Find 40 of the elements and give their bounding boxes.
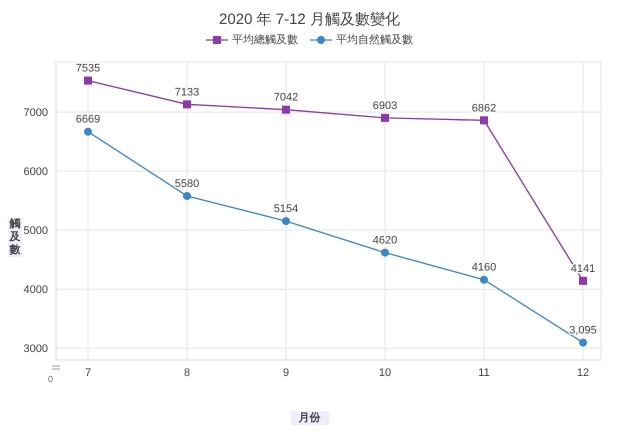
y-tick-label: 7000 — [24, 107, 48, 120]
legend-label: 平均總觸及數 — [231, 33, 298, 47]
data-label: 3,095 — [569, 324, 597, 337]
data-label: 7042 — [274, 92, 298, 104]
y-tick-label: 4000 — [24, 284, 48, 296]
y-tick-label: 5000 — [24, 225, 48, 238]
x-tick-label: 11 — [478, 366, 490, 379]
data-label: 6903 — [372, 100, 398, 112]
point — [282, 217, 290, 226]
data-label: 7535 — [76, 62, 100, 75]
data-label: 5580 — [174, 178, 200, 190]
point — [183, 192, 191, 200]
data-label: 5154 — [274, 203, 298, 216]
point — [381, 114, 389, 122]
data-label: 6862 — [472, 102, 496, 114]
data-label: 7133 — [174, 86, 200, 98]
x-tick-label: 9 — [282, 366, 290, 379]
y-tick-label: 3000 — [24, 343, 48, 356]
text: 0 — [48, 374, 54, 384]
chart-title: 2020 年 7-12 月觸及數變化 — [218, 10, 401, 29]
point — [579, 276, 587, 285]
x-tick-label: 10 — [378, 366, 392, 379]
x-tick-label: 8 — [184, 366, 190, 379]
point — [282, 106, 290, 114]
point — [183, 100, 191, 108]
x-tick-label: 7 — [84, 366, 92, 379]
point — [480, 116, 488, 124]
data-label: 4620 — [372, 234, 398, 247]
x-axis-title: 月份 — [290, 411, 328, 425]
point — [480, 276, 488, 284]
y-axis-title: 觸及數 — [8, 218, 22, 257]
y-tick-label: 6000 — [24, 166, 48, 178]
point — [579, 338, 587, 347]
point — [381, 248, 389, 257]
x-tick-label: 12 — [576, 366, 590, 379]
data-label: 4160 — [472, 262, 496, 274]
point — [84, 76, 92, 85]
point — [84, 128, 92, 136]
data-label: 6669 — [76, 114, 100, 126]
legend-label: 平均自然觸及數 — [335, 33, 413, 47]
